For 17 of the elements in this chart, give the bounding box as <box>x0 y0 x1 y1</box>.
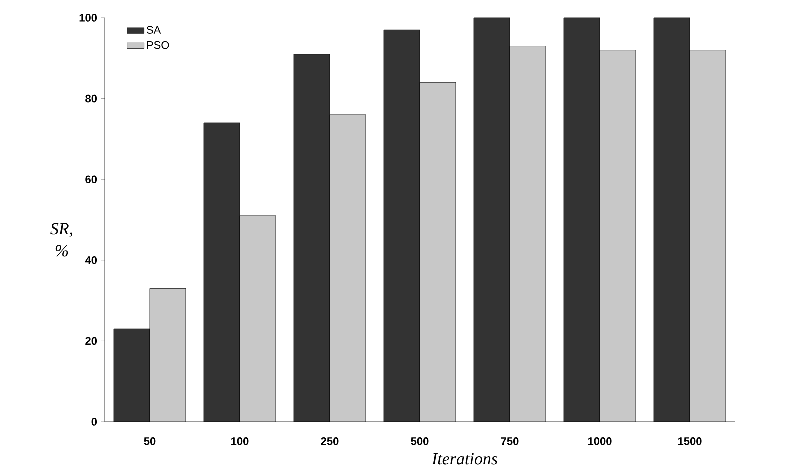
legend-label: PSO <box>147 41 170 50</box>
x-tick-label: 50 <box>144 438 156 446</box>
y-tick-label: 0 <box>92 418 98 426</box>
y-tick-label: 60 <box>86 176 98 184</box>
y-tick-label: 20 <box>86 337 98 346</box>
legend-label: SA <box>146 26 162 34</box>
x-tick-label: 500 <box>411 438 429 446</box>
x-tick-label: 100 <box>232 438 249 446</box>
x-tick-label: 250 <box>321 438 339 446</box>
x-tick-label: 750 <box>501 438 519 446</box>
x-tick-label: 1500 <box>678 438 702 446</box>
x-axis-title: Iterations <box>432 453 498 465</box>
y-tick-label: 80 <box>86 94 98 103</box>
y-axis-title: SR, % <box>50 223 72 257</box>
y-tick-label: 40 <box>85 256 98 264</box>
y-tick-label: 100 <box>80 14 98 22</box>
x-tick-label: 1000 <box>588 438 612 446</box>
